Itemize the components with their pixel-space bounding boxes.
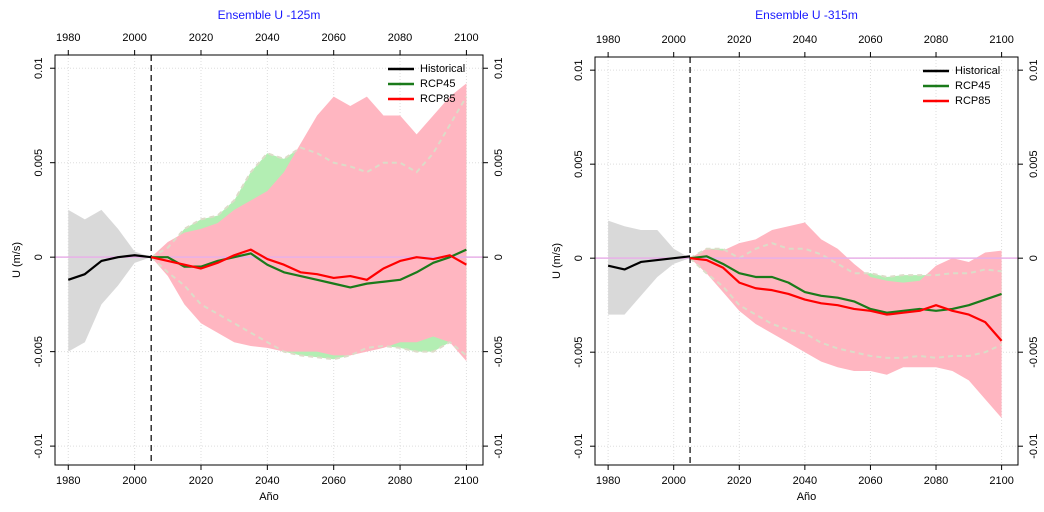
x-tick-label: 1980: [56, 475, 80, 487]
band-edge: [689, 257, 1003, 359]
y-tick-label: 0: [573, 255, 585, 261]
series-line: [689, 257, 1003, 342]
chart-title: Ensemble U -315m: [755, 8, 858, 22]
chart-title: Ensemble U -125m: [218, 8, 321, 22]
legend-label: RCP85: [420, 93, 455, 105]
x-tick-label-top: 2100: [454, 32, 478, 44]
x-tick-label: 2040: [793, 475, 817, 487]
x-tick-label: 2100: [454, 475, 478, 487]
x-tick-label-top: 2060: [321, 32, 345, 44]
y-tick-label-right: -0.01: [1028, 434, 1040, 459]
x-tick-label: 2080: [388, 475, 412, 487]
y-axis-label: U (m/s): [551, 243, 563, 279]
y-tick-label-right: 0: [493, 254, 505, 260]
panel: 1980 1980 2000 2000 2020 2020 2040 2040 2060 2060…: [11, 8, 505, 503]
y-tick-label-right: 0.01: [1028, 59, 1040, 80]
band-edge: [150, 256, 468, 361]
y-tick-label: 0: [33, 254, 45, 260]
plot-area: [55, 55, 483, 465]
x-tick-label-top: 2000: [122, 32, 146, 44]
y-tick-label: -0.005: [573, 337, 585, 368]
band-edge: [689, 242, 1002, 278]
plot-frame: [594, 56, 1019, 466]
x-tick-label-top: 2000: [661, 34, 685, 46]
series-line: [607, 255, 691, 271]
x-tick-label: 2020: [189, 475, 213, 487]
panel: 1980 1980 2000 2000 2020 2020 2040 2040 2060 2060…: [551, 8, 1040, 503]
y-tick-label-right: 0.005: [493, 149, 505, 177]
y-axis-label: U (m/s): [11, 242, 23, 278]
x-tick-label-top: 1980: [596, 34, 620, 46]
legend-label: Historical: [420, 63, 465, 75]
y-tick-label-right: 0: [1028, 255, 1040, 261]
y-tick-label: 0.005: [573, 150, 585, 178]
x-tick-label: 2100: [989, 475, 1013, 487]
y-tick-label-right: 0.005: [1028, 150, 1040, 178]
y-tick-label: -0.005: [33, 336, 45, 367]
series-line: [67, 254, 152, 281]
y-tick-label: -0.01: [33, 434, 45, 459]
y-tick-label-right: -0.005: [493, 336, 505, 367]
y-tick-label-right: 0.01: [493, 58, 505, 79]
x-axis-label: Año: [797, 491, 817, 503]
series-line: [151, 248, 467, 289]
x-tick-label-top: 2020: [727, 34, 751, 46]
band-edge: [150, 96, 468, 259]
y-tick-label: 0.005: [33, 149, 45, 177]
x-tick-label: 2080: [924, 475, 948, 487]
x-tick-label: 2020: [727, 475, 751, 487]
x-tick-label-top: 2100: [989, 34, 1013, 46]
y-tick-label: 0.01: [573, 59, 585, 80]
x-axis-label: Año: [259, 491, 279, 503]
x-tick-label-top: 2040: [255, 32, 279, 44]
plot-area: [595, 57, 1018, 465]
y-tick-label: 0.01: [33, 58, 45, 79]
legend-label: RCP85: [955, 95, 990, 107]
x-tick-label-top: 2060: [858, 34, 882, 46]
x-tick-label: 2060: [858, 475, 882, 487]
band: [68, 209, 152, 352]
y-tick-label-right: -0.01: [493, 434, 505, 459]
x-tick-label: 2000: [661, 475, 685, 487]
legend-label: RCP45: [955, 80, 990, 92]
band: [151, 83, 467, 362]
y-tick-label: -0.01: [573, 434, 585, 459]
band: [608, 220, 691, 315]
x-tick-label-top: 2040: [793, 34, 817, 46]
x-tick-label-top: 2020: [189, 32, 213, 44]
legend-label: Historical: [955, 65, 1000, 77]
x-tick-label: 2040: [255, 475, 279, 487]
band: [690, 222, 1002, 418]
x-tick-label: 2060: [321, 475, 345, 487]
x-tick-label-top: 2080: [924, 34, 948, 46]
x-tick-label: 1980: [596, 475, 620, 487]
x-tick-label-top: 1980: [56, 32, 80, 44]
x-tick-label-top: 2080: [388, 32, 412, 44]
plot-frame: [54, 54, 484, 466]
y-tick-label-right: -0.005: [1028, 337, 1040, 368]
x-tick-label: 2000: [122, 475, 146, 487]
series-line: [150, 248, 467, 281]
legend-label: RCP45: [420, 78, 455, 90]
